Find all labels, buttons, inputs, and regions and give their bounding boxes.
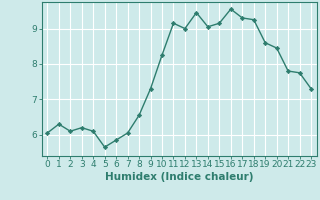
X-axis label: Humidex (Indice chaleur): Humidex (Indice chaleur) bbox=[105, 172, 253, 182]
